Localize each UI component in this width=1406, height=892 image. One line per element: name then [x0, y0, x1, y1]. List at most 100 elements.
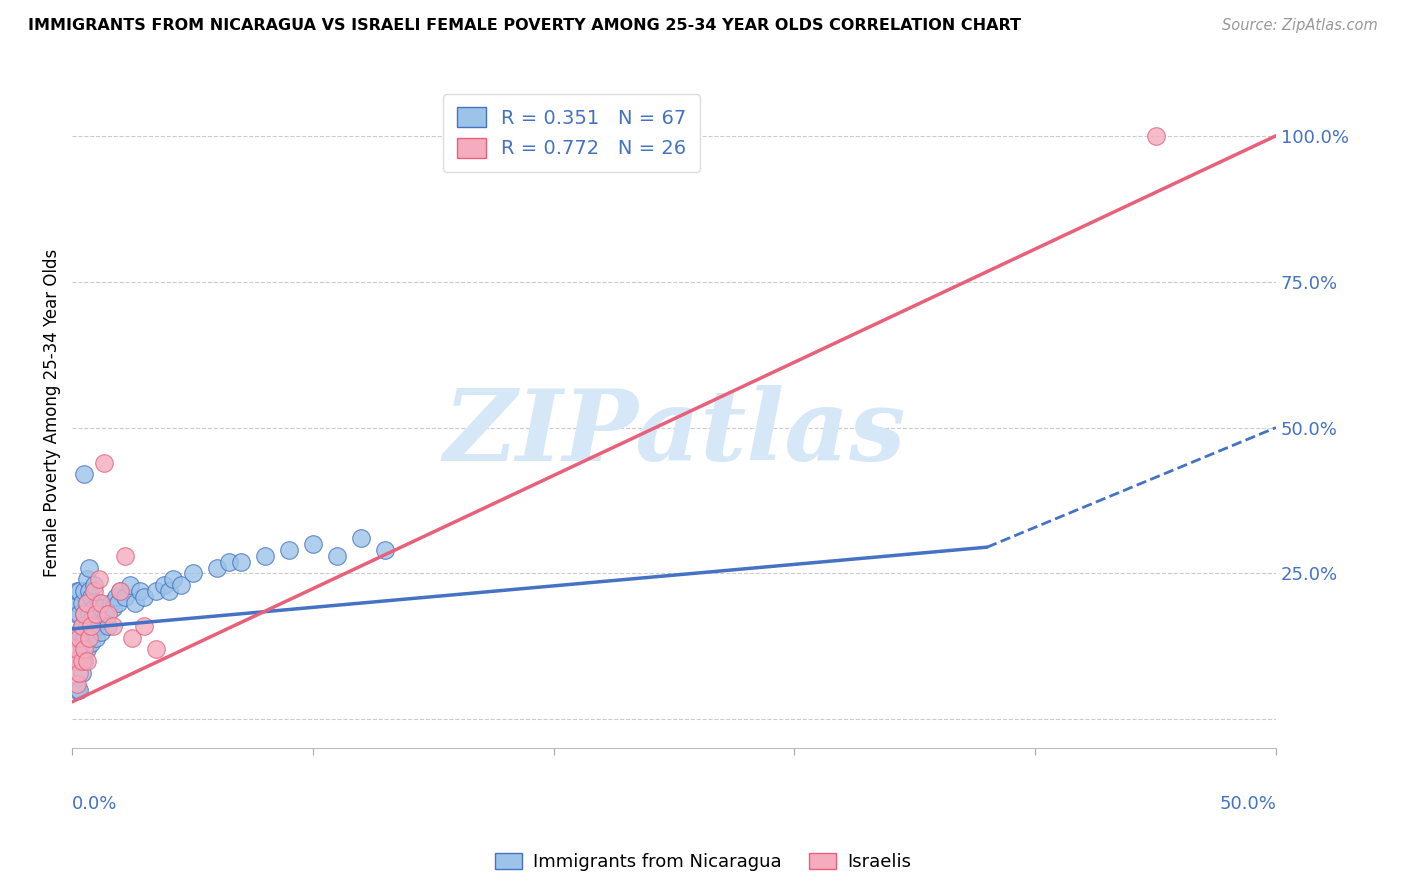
Point: [69, 665, 91, 680]
Point: [70, 619, 93, 633]
Point: [152, 578, 174, 592]
Point: [63, 654, 86, 668]
Point: [87, 619, 110, 633]
Legend: Immigrants from Nicaragua, Israelis: Immigrants from Nicaragua, Israelis: [488, 846, 918, 879]
Point: [87, 572, 110, 586]
Point: [73, 607, 96, 622]
Point: [69, 631, 91, 645]
Point: [128, 583, 150, 598]
Point: [80, 590, 103, 604]
Point: [66, 642, 89, 657]
Point: [253, 549, 276, 563]
Text: ZIPatlas: ZIPatlas: [443, 384, 905, 482]
Point: [70, 619, 93, 633]
Point: [218, 555, 240, 569]
Point: [70, 642, 93, 657]
Point: [162, 572, 184, 586]
Point: [93, 613, 115, 627]
Y-axis label: Female Poverty Among 25-34 Year Olds: Female Poverty Among 25-34 Year Olds: [44, 249, 60, 577]
Point: [84, 607, 107, 622]
Point: [70, 596, 93, 610]
Point: [118, 578, 141, 592]
Point: [134, 590, 156, 604]
Point: [76, 596, 98, 610]
Point: [80, 613, 103, 627]
Point: [121, 631, 143, 645]
Point: [73, 607, 96, 622]
Point: [107, 596, 129, 610]
Text: IMMIGRANTS FROM NICARAGUA VS ISRAELI FEMALE POVERTY AMONG 25-34 YEAR OLDS CORREL: IMMIGRANTS FROM NICARAGUA VS ISRAELI FEM…: [28, 18, 1021, 33]
Point: [76, 596, 98, 610]
Point: [350, 532, 373, 546]
Point: [84, 631, 107, 645]
Point: [84, 607, 107, 622]
Point: [80, 619, 103, 633]
Point: [90, 601, 112, 615]
Point: [114, 590, 136, 604]
Point: [73, 654, 96, 668]
Point: [66, 583, 89, 598]
Point: [94, 607, 117, 622]
Point: [114, 549, 136, 563]
Point: [374, 543, 396, 558]
Point: [97, 607, 120, 622]
Point: [77, 583, 100, 598]
Point: [70, 654, 93, 668]
Point: [326, 549, 349, 563]
Point: [302, 537, 325, 551]
Point: [73, 583, 96, 598]
Point: [90, 624, 112, 639]
Point: [66, 683, 89, 698]
Point: [277, 543, 299, 558]
Point: [229, 555, 252, 569]
Point: [69, 683, 91, 698]
Point: [69, 607, 91, 622]
Point: [104, 590, 127, 604]
Point: [145, 583, 167, 598]
Text: 50.0%: 50.0%: [1219, 796, 1277, 814]
Point: [73, 467, 96, 482]
Point: [77, 631, 100, 645]
Point: [110, 583, 132, 598]
Point: [69, 583, 91, 598]
Text: Source: ZipAtlas.com: Source: ZipAtlas.com: [1222, 18, 1378, 33]
Point: [90, 596, 112, 610]
Point: [101, 619, 124, 633]
Point: [83, 583, 105, 598]
Point: [83, 578, 105, 592]
Point: [69, 624, 91, 639]
Point: [1144, 128, 1167, 143]
Point: [76, 572, 98, 586]
Point: [80, 636, 103, 650]
Point: [66, 677, 89, 691]
Point: [77, 607, 100, 622]
Point: [77, 560, 100, 574]
Point: [101, 601, 124, 615]
Point: [87, 596, 110, 610]
Point: [69, 654, 91, 668]
Point: [63, 631, 86, 645]
Point: [83, 601, 105, 615]
Point: [70, 665, 93, 680]
Point: [124, 596, 146, 610]
Point: [66, 596, 89, 610]
Text: 0.0%: 0.0%: [72, 796, 118, 814]
Point: [73, 642, 96, 657]
Legend: R = 0.351   N = 67, R = 0.772   N = 26: R = 0.351 N = 67, R = 0.772 N = 26: [443, 94, 700, 172]
Point: [110, 583, 132, 598]
Point: [100, 596, 122, 610]
Point: [66, 607, 89, 622]
Point: [76, 619, 98, 633]
Point: [169, 578, 191, 592]
Point: [134, 619, 156, 633]
Point: [145, 642, 167, 657]
Point: [157, 583, 180, 598]
Point: [77, 631, 100, 645]
Point: [73, 631, 96, 645]
Point: [93, 456, 115, 470]
Point: [181, 566, 204, 581]
Point: [76, 642, 98, 657]
Point: [205, 560, 228, 574]
Point: [97, 619, 120, 633]
Point: [76, 654, 98, 668]
